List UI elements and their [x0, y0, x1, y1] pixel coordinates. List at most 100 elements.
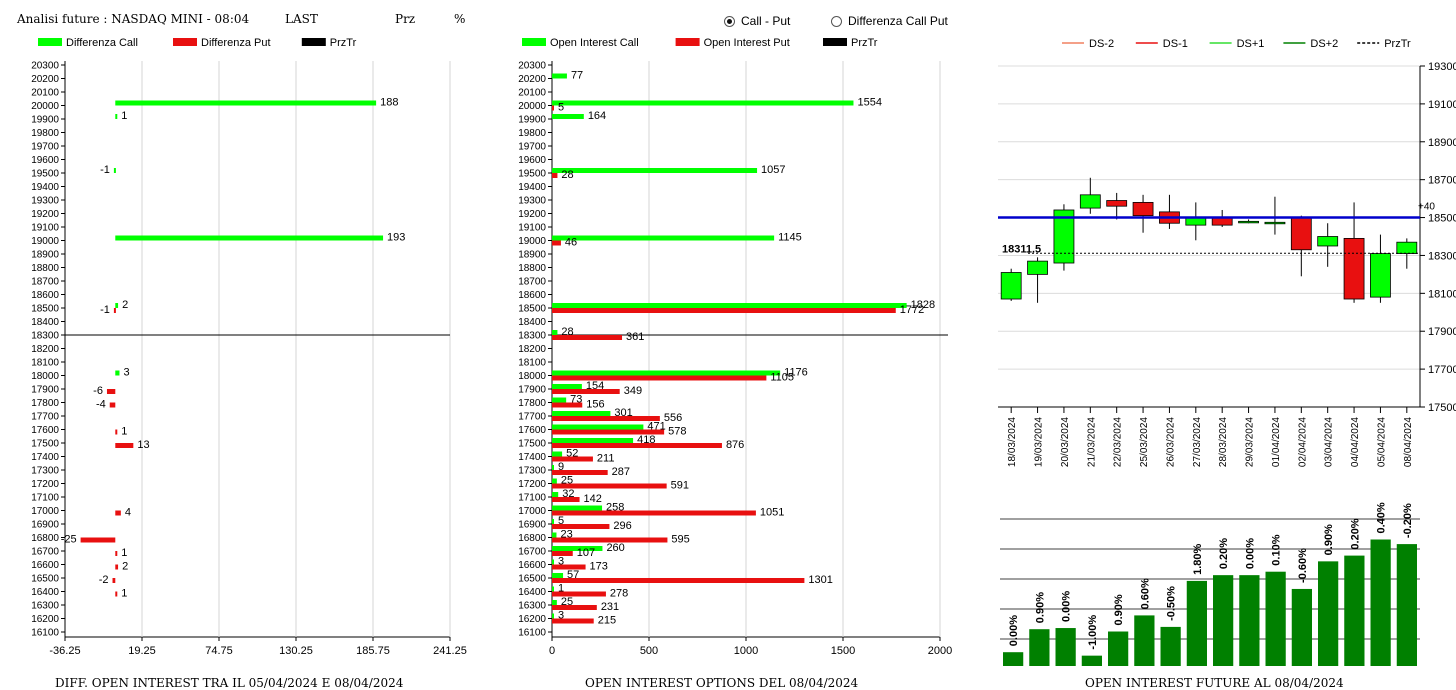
- legend-label: DS+1: [1237, 38, 1265, 50]
- put-bar: [552, 240, 561, 246]
- future-oi-bar: [1344, 555, 1365, 666]
- legend-swatch: [173, 38, 197, 46]
- future-oi-label: -0.20%: [1402, 503, 1414, 538]
- data-label: 173: [590, 561, 608, 573]
- data-label: 1828: [911, 299, 935, 311]
- y-tick-label: 16400: [518, 587, 546, 598]
- put-bar: [115, 443, 134, 448]
- y-tick-label: 19200: [31, 209, 59, 220]
- candle-body: [1053, 209, 1075, 264]
- future-oi-bar: [1213, 575, 1234, 666]
- open-interest-future-chart: 0.00% 0.90% 0.00% -1.00% 0.90% 0.60% -0.50% 1.8…: [1000, 502, 1420, 666]
- y-tick-label: 17700: [31, 412, 59, 423]
- put-bar: [552, 105, 554, 111]
- put-bar: [552, 443, 722, 448]
- y-tick-label: 17500: [1428, 402, 1456, 414]
- data-label: 361: [626, 331, 644, 343]
- call-bar: [552, 451, 563, 457]
- put-bar: [115, 551, 118, 556]
- future-oi-bar: [1160, 626, 1181, 666]
- call-bar: [552, 519, 554, 524]
- put-bar: [552, 335, 623, 340]
- put-bar: [115, 591, 118, 597]
- prz-label: Prz: [395, 12, 416, 26]
- data-label: 556: [664, 412, 682, 424]
- candle-body: [1343, 237, 1365, 300]
- candle-body: [1238, 220, 1259, 224]
- data-label: 1: [121, 588, 127, 600]
- call-put-radio-label: Call - Put: [741, 14, 791, 28]
- call-bar: [113, 168, 116, 173]
- data-label: 1176: [784, 367, 808, 379]
- y-tick-label: 16700: [518, 547, 546, 558]
- call-bar: [552, 532, 557, 538]
- y-tick-label: 17100: [31, 493, 59, 504]
- y-tick-label: 18400: [31, 317, 59, 328]
- diff-call-put-radio[interactable]: Differenza Call Put: [831, 14, 948, 28]
- call-bar: [552, 613, 554, 619]
- y-tick-label: 18200: [518, 344, 546, 355]
- data-label: 46: [565, 237, 577, 249]
- data-label: 1057: [761, 164, 785, 176]
- future-oi-bar: [1239, 575, 1260, 666]
- y-tick-label: 18700: [31, 277, 59, 288]
- y-tick-label: 18900: [31, 250, 59, 261]
- call-bar: [552, 370, 781, 376]
- y-tick-label: 18500: [518, 304, 546, 315]
- put-bar: [552, 308, 896, 313]
- data-label: -25: [61, 534, 77, 546]
- y-tick-label: 17500: [518, 439, 546, 450]
- y-tick-label: 18100: [1428, 288, 1456, 300]
- y-tick-label: 16100: [518, 628, 546, 639]
- x-tick-label: 22/03/2024: [1113, 417, 1124, 467]
- future-oi-label: 0.20%: [1218, 538, 1230, 569]
- y-tick-label: 16800: [31, 533, 59, 544]
- x-tick-label: 1500: [831, 645, 855, 657]
- x-tick-label: 04/04/2024: [1350, 417, 1361, 467]
- call-bar: [552, 465, 554, 470]
- legend-label: PrzTr: [851, 37, 878, 49]
- x-tick-label: 25/03/2024: [1139, 417, 1150, 467]
- y-tick-label: 16100: [31, 628, 59, 639]
- y-tick-label: 17900: [31, 385, 59, 396]
- y-tick-label: 18400: [518, 317, 546, 328]
- y-tick-label: 16700: [31, 547, 59, 558]
- y-tick-label: 18800: [518, 263, 546, 274]
- legend-label: Differenza Call: [66, 37, 138, 49]
- future-oi-label: 0.60%: [1139, 578, 1151, 609]
- put-bar: [552, 578, 805, 583]
- put-bar: [115, 564, 119, 570]
- legend-label: Open Interest Call: [550, 37, 639, 49]
- put-bar: [552, 605, 597, 610]
- open-interest-options-chart: Open Interest Call Open Interest Put PrzTr…: [518, 37, 952, 657]
- y-tick-label: 19800: [31, 128, 59, 139]
- y-tick-label: 19700: [31, 142, 59, 153]
- y-tick-label: 20100: [518, 88, 546, 99]
- y-tick-label: 17400: [31, 452, 59, 463]
- y-tick-label: 18000: [31, 371, 59, 382]
- data-label: 142: [584, 493, 602, 505]
- y-tick-label: 16600: [31, 560, 59, 571]
- y-tick-label: 16600: [518, 560, 546, 571]
- x-tick-label: 19/03/2024: [1034, 417, 1045, 467]
- future-oi-label: 0.00%: [1061, 591, 1073, 622]
- put-bar: [552, 470, 608, 475]
- data-label: 1105: [770, 372, 794, 384]
- data-label: 156: [586, 399, 604, 411]
- call-put-radio[interactable]: Call - Put: [724, 14, 790, 28]
- x-tick-label: -36.25: [49, 645, 80, 657]
- put-bar: [552, 524, 610, 529]
- future-oi-label: -0.50%: [1166, 586, 1178, 621]
- y-tick-label: 18700: [518, 277, 546, 288]
- x-tick-label: 19.25: [128, 645, 156, 657]
- radio-selected-icon: [724, 15, 735, 27]
- data-label: 13: [137, 439, 149, 451]
- y-tick-label: 19600: [31, 155, 59, 166]
- data-label: 164: [588, 110, 606, 122]
- put-bar: [552, 537, 668, 543]
- reference-line-label: +40: [1418, 202, 1435, 213]
- put-bar: [552, 456, 593, 462]
- y-tick-label: 19500: [31, 169, 59, 180]
- data-label: 215: [598, 615, 616, 627]
- future-oi-label: 0.00%: [1244, 538, 1256, 569]
